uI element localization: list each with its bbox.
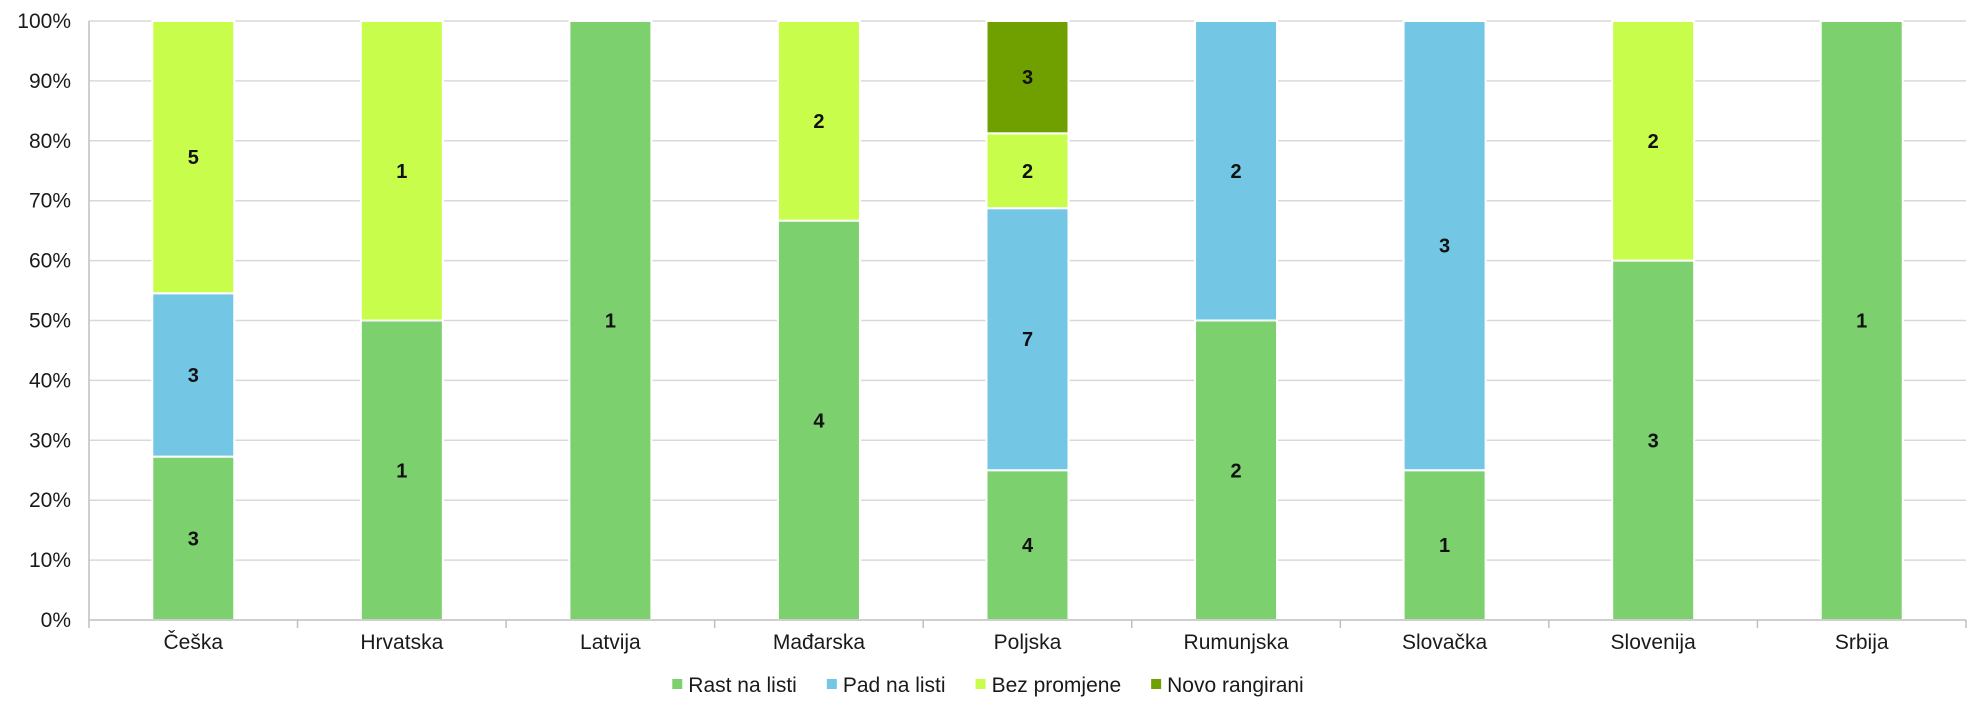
- bar-segment: [776, 20, 861, 222]
- legend-swatch: [826, 679, 837, 689]
- bar-segment: [568, 20, 653, 621]
- x-tick-label: Slovačka: [1402, 631, 1488, 654]
- bar-segment: [1402, 469, 1487, 621]
- x-tick-label: Češka: [164, 631, 224, 654]
- legend-label: Pad na listi: [843, 674, 946, 697]
- data-label: 2: [813, 111, 824, 133]
- bar-segment: [359, 319, 444, 621]
- bar-segment: [1819, 20, 1904, 621]
- y-axis: 0% 10% 20% 30% 40% 50% 60% 70% 80% 90% 100%: [17, 10, 90, 632]
- x-axis: Češka Hrvatska Latvija Mađarska Poljska Rumun…: [88, 619, 1967, 654]
- y-tick-label: 0%: [41, 609, 71, 632]
- bar-segment: [985, 20, 1070, 135]
- legend-swatch: [1151, 679, 1162, 689]
- bar-segment: [151, 455, 236, 621]
- y-tick-label: 40%: [29, 369, 71, 392]
- data-label: 1: [605, 311, 616, 333]
- bar-segment: [1402, 20, 1487, 472]
- bar-segment: [151, 292, 236, 458]
- bar-segment: [985, 132, 1070, 210]
- data-label: 2: [1230, 161, 1241, 183]
- legend-label: Rast na listi: [688, 674, 797, 697]
- y-tick-label: 100%: [17, 10, 71, 33]
- data-label: 3: [1439, 236, 1450, 258]
- bars: [151, 20, 1904, 622]
- legend-item: Bez promjene: [975, 674, 1122, 697]
- data-label: 1: [396, 161, 407, 183]
- y-tick-label: 20%: [29, 489, 71, 512]
- y-tick-label: 70%: [29, 190, 71, 213]
- legend-item: Rast na listi: [672, 674, 797, 697]
- data-labels: 3 3 5 1 1 1 4 2 4 7 2 3 2 2 1 3 3 2 1: [188, 67, 1868, 557]
- data-label: 3: [188, 365, 199, 387]
- data-label: 2: [1022, 161, 1033, 183]
- legend-label: Novo rangirani: [1167, 674, 1304, 697]
- y-tick-label: 80%: [29, 130, 71, 153]
- y-tick-label: 90%: [29, 70, 71, 93]
- y-tick-label: 50%: [29, 310, 71, 333]
- x-tick-label: Srbija: [1835, 631, 1889, 654]
- bar-segment: [985, 207, 1070, 472]
- data-label: 3: [188, 528, 199, 550]
- x-tick-label: Poljska: [994, 631, 1062, 654]
- data-label: 3: [1022, 67, 1033, 89]
- legend-label: Bez promjene: [992, 674, 1122, 697]
- data-label: 4: [1022, 535, 1034, 557]
- data-label: 1: [396, 460, 407, 482]
- data-label: 4: [813, 410, 825, 432]
- data-label: 2: [1648, 131, 1659, 153]
- data-label: 1: [1856, 311, 1867, 333]
- data-label: 7: [1022, 329, 1033, 351]
- bar-segment: [985, 469, 1070, 621]
- x-tick-label: Slovenija: [1611, 631, 1697, 654]
- y-tick-label: 60%: [29, 250, 71, 273]
- x-tick-label: Rumunjska: [1184, 631, 1289, 654]
- y-tick-label: 10%: [29, 549, 71, 572]
- data-label: 2: [1230, 460, 1241, 482]
- legend-swatch: [975, 679, 986, 689]
- legend-item: Novo rangirani: [1151, 674, 1304, 697]
- data-label: 1: [1439, 535, 1450, 557]
- x-tick-label: Latvija: [580, 631, 641, 654]
- legend-item: Pad na listi: [826, 674, 946, 697]
- x-tick-label: Hrvatska: [360, 631, 443, 654]
- data-label: 5: [188, 147, 199, 169]
- bar-segment: [1194, 319, 1279, 621]
- bar-segment: [359, 20, 444, 322]
- bar-segment: [151, 20, 236, 295]
- bar-segment: [1194, 20, 1279, 322]
- data-label: 3: [1648, 430, 1659, 452]
- bar-segment: [1611, 20, 1696, 262]
- legend-swatch: [672, 679, 683, 689]
- y-tick-label: 30%: [29, 429, 71, 452]
- legend: Rast na listi Pad na listi Bez promjene Nov…: [672, 674, 1304, 697]
- x-tick-label: Mađarska: [773, 631, 866, 654]
